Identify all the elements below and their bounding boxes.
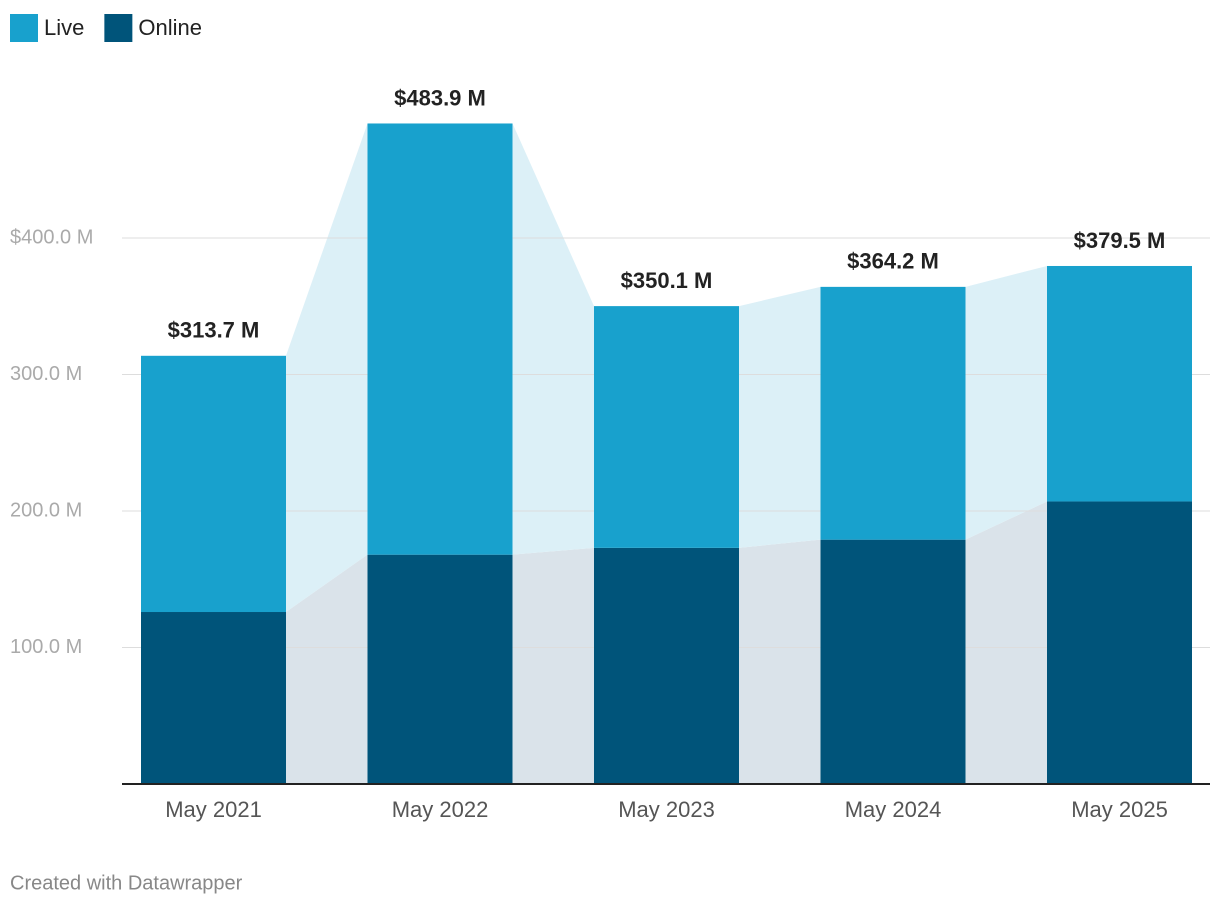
connector-area: [286, 554, 368, 784]
bar-segment: [820, 539, 966, 784]
y-tick-label: 100.0 M: [10, 636, 82, 658]
connector-area: [739, 286, 821, 548]
x-tick-label: May 2021: [165, 797, 262, 822]
legend-label: Live: [44, 15, 84, 40]
bar-segment: [820, 286, 966, 540]
connector-area: [965, 501, 1047, 784]
y-tick-label: $400.0 M: [10, 226, 93, 248]
total-label: $483.9 M: [394, 85, 486, 110]
bar-segment: [367, 123, 513, 555]
x-tick-label: May 2024: [845, 797, 942, 822]
total-label: $364.2 M: [847, 249, 939, 274]
x-tick-label: May 2023: [618, 797, 715, 822]
legend-label: Online: [138, 15, 202, 40]
legend-swatch: [104, 14, 133, 42]
y-tick-label: 300.0 M: [10, 363, 82, 385]
y-tick-label: 200.0 M: [10, 499, 82, 521]
total-label: $350.1 M: [621, 268, 713, 293]
legend-swatch: [10, 14, 38, 42]
connector-area: [965, 265, 1047, 540]
bar-segment: [141, 355, 286, 613]
connector-area: [512, 547, 594, 784]
connector-area: [286, 123, 368, 613]
footer: Created with Datawrapper: [10, 872, 243, 894]
bar-segment: [367, 554, 513, 784]
connector-area: [512, 123, 594, 555]
total-label: $379.5 M: [1074, 228, 1166, 253]
connector-area: [739, 539, 821, 784]
x-tick-label: May 2025: [1071, 797, 1168, 822]
bar-segment: [141, 612, 286, 784]
bar-segment: [594, 306, 739, 548]
bar-segment: [594, 547, 739, 784]
bar-segment: [1047, 265, 1192, 502]
total-label: $313.7 M: [168, 318, 260, 343]
x-tick-label: May 2022: [392, 797, 489, 822]
bar-segment: [1047, 501, 1192, 784]
